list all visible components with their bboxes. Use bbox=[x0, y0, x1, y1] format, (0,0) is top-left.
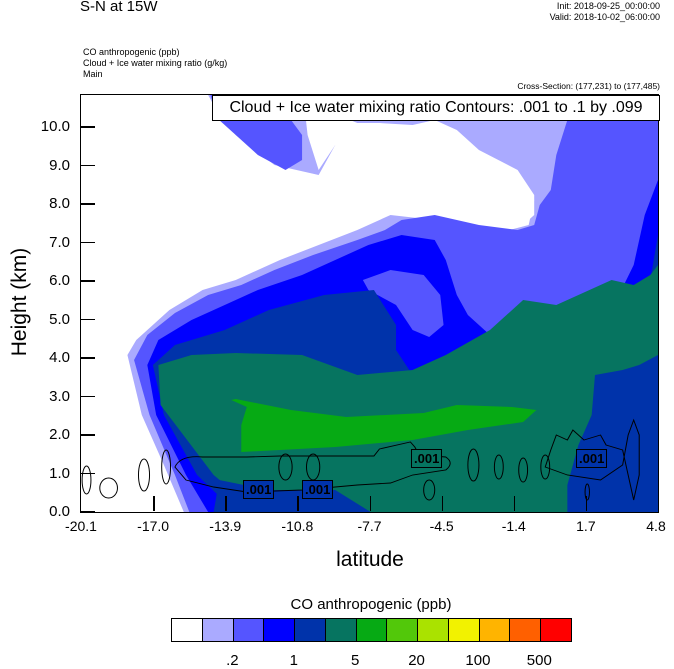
colorbar-swatch bbox=[264, 619, 296, 641]
field-level-6 bbox=[231, 399, 537, 452]
x-tick-label: -17.0 bbox=[137, 518, 170, 534]
contour-label: .001 bbox=[411, 449, 443, 468]
line-contours bbox=[81, 418, 640, 501]
contour-label: .001 bbox=[576, 449, 608, 468]
plot-title: S-N at 15W bbox=[80, 0, 158, 15]
y-tick-mark bbox=[81, 241, 95, 243]
colorbar-swatch bbox=[202, 619, 234, 641]
y-tick-label: 10.0 bbox=[40, 118, 70, 135]
y-tick-label: 5.0 bbox=[49, 310, 70, 328]
x-tick-mark bbox=[441, 496, 444, 511]
y-tick-mark bbox=[81, 472, 95, 474]
colorbar-swatch bbox=[418, 619, 449, 641]
field-level-0-patch bbox=[305, 107, 535, 225]
colorbar-swatch bbox=[387, 619, 419, 641]
colorbar-swatch bbox=[541, 619, 571, 641]
y-tick-label: 0.0 bbox=[49, 503, 70, 520]
y-tick-mark bbox=[81, 203, 95, 205]
colorbar bbox=[171, 618, 572, 642]
colorbar-swatch bbox=[356, 619, 388, 641]
colorbar-swatch bbox=[325, 619, 357, 641]
y-tick-label: 6.0 bbox=[49, 272, 70, 289]
y-tick-mark bbox=[81, 164, 95, 166]
y-tick-mark bbox=[81, 357, 95, 359]
x-tick-label: -7.7 bbox=[357, 518, 382, 534]
subtitle-cloud: Cloud + Ice water mixing ratio (g/kg) bbox=[83, 58, 228, 68]
y-tick-label: 2.0 bbox=[49, 426, 70, 443]
y-tick-label: 7.0 bbox=[49, 233, 70, 251]
y-tick-label: 4.0 bbox=[49, 349, 70, 366]
colorbar-tick-label: 20 bbox=[408, 652, 425, 669]
y-tick-mark bbox=[81, 280, 95, 282]
colorbar-swatch bbox=[510, 619, 542, 641]
contour-label: .001 bbox=[243, 480, 275, 499]
colorbar-swatch bbox=[479, 619, 511, 641]
cross-section-label: Cross-Section: (177,231) to (177,485) bbox=[517, 81, 660, 91]
y-tick-label: 9.0 bbox=[49, 156, 70, 174]
contour-label: .001 bbox=[302, 480, 334, 499]
colorbar-swatch bbox=[448, 619, 480, 641]
colorbar-tick-label: 5 bbox=[350, 652, 360, 669]
x-tick-mark bbox=[225, 496, 227, 511]
overlay-legend: Cloud + Ice water mixing ratio Contours:… bbox=[212, 95, 660, 121]
colorbar-title: CO anthropogenic (ppb) bbox=[290, 596, 452, 613]
x-tick-label: -10.8 bbox=[281, 518, 314, 534]
x-tick-mark bbox=[369, 496, 371, 511]
y-tick-mark bbox=[81, 395, 95, 397]
x-tick-label: -4.5 bbox=[429, 518, 454, 534]
plot-area: .001 .001 .001 .001 bbox=[81, 95, 658, 512]
colorbar-swatch bbox=[295, 619, 326, 641]
x-tick-mark bbox=[297, 496, 299, 511]
colorbar-tick-label: 100 bbox=[465, 652, 491, 669]
x-tick-mark bbox=[513, 496, 516, 511]
colorbar-tick-label: 500 bbox=[526, 652, 552, 669]
y-tick-label: 8.0 bbox=[49, 195, 70, 212]
colorbar-tick-label: 1 bbox=[289, 652, 298, 669]
colorbar-swatch bbox=[233, 619, 265, 641]
field-subtitles: CO anthropogenic (ppb) Cloud + Ice water… bbox=[83, 47, 227, 80]
plot-frame bbox=[80, 94, 659, 513]
field-level-2-blob bbox=[362, 270, 444, 337]
x-tick-label: 4.8 bbox=[646, 518, 666, 534]
x-tick-mark bbox=[153, 496, 155, 511]
valid-time: Valid: 2018-10-02_06:00:00 bbox=[549, 12, 660, 22]
x-tick-label: -13.9 bbox=[209, 518, 242, 534]
colorbar-tick-label: .2 bbox=[226, 652, 239, 669]
y-tick-label: 3.0 bbox=[49, 387, 70, 405]
x-tick-label: 1.7 bbox=[576, 518, 596, 534]
field-level-5 bbox=[158, 265, 658, 512]
subtitle-co: CO anthropogenic (ppb) bbox=[83, 47, 180, 57]
x-tick-label: -1.4 bbox=[501, 518, 526, 534]
y-tick-mark bbox=[81, 511, 95, 513]
time-info: Init: 2018-09-25_00:00:00 Valid: 2018-10… bbox=[550, 1, 660, 23]
y-tick-mark bbox=[81, 434, 95, 436]
x-tick-mark bbox=[585, 496, 588, 511]
y-tick-label: 1.0 bbox=[49, 464, 70, 482]
subtitle-main: Main bbox=[83, 69, 103, 79]
y-axis-label: Height (km) bbox=[8, 247, 31, 357]
y-tick-mark bbox=[81, 126, 95, 128]
colorbar-swatch bbox=[172, 619, 203, 641]
init-time: Init: 2018-09-25_00:00:00 bbox=[556, 1, 660, 11]
y-tick-mark bbox=[81, 318, 95, 320]
x-axis-label: latitude bbox=[336, 548, 404, 571]
x-tick-label: -20.1 bbox=[65, 518, 97, 534]
